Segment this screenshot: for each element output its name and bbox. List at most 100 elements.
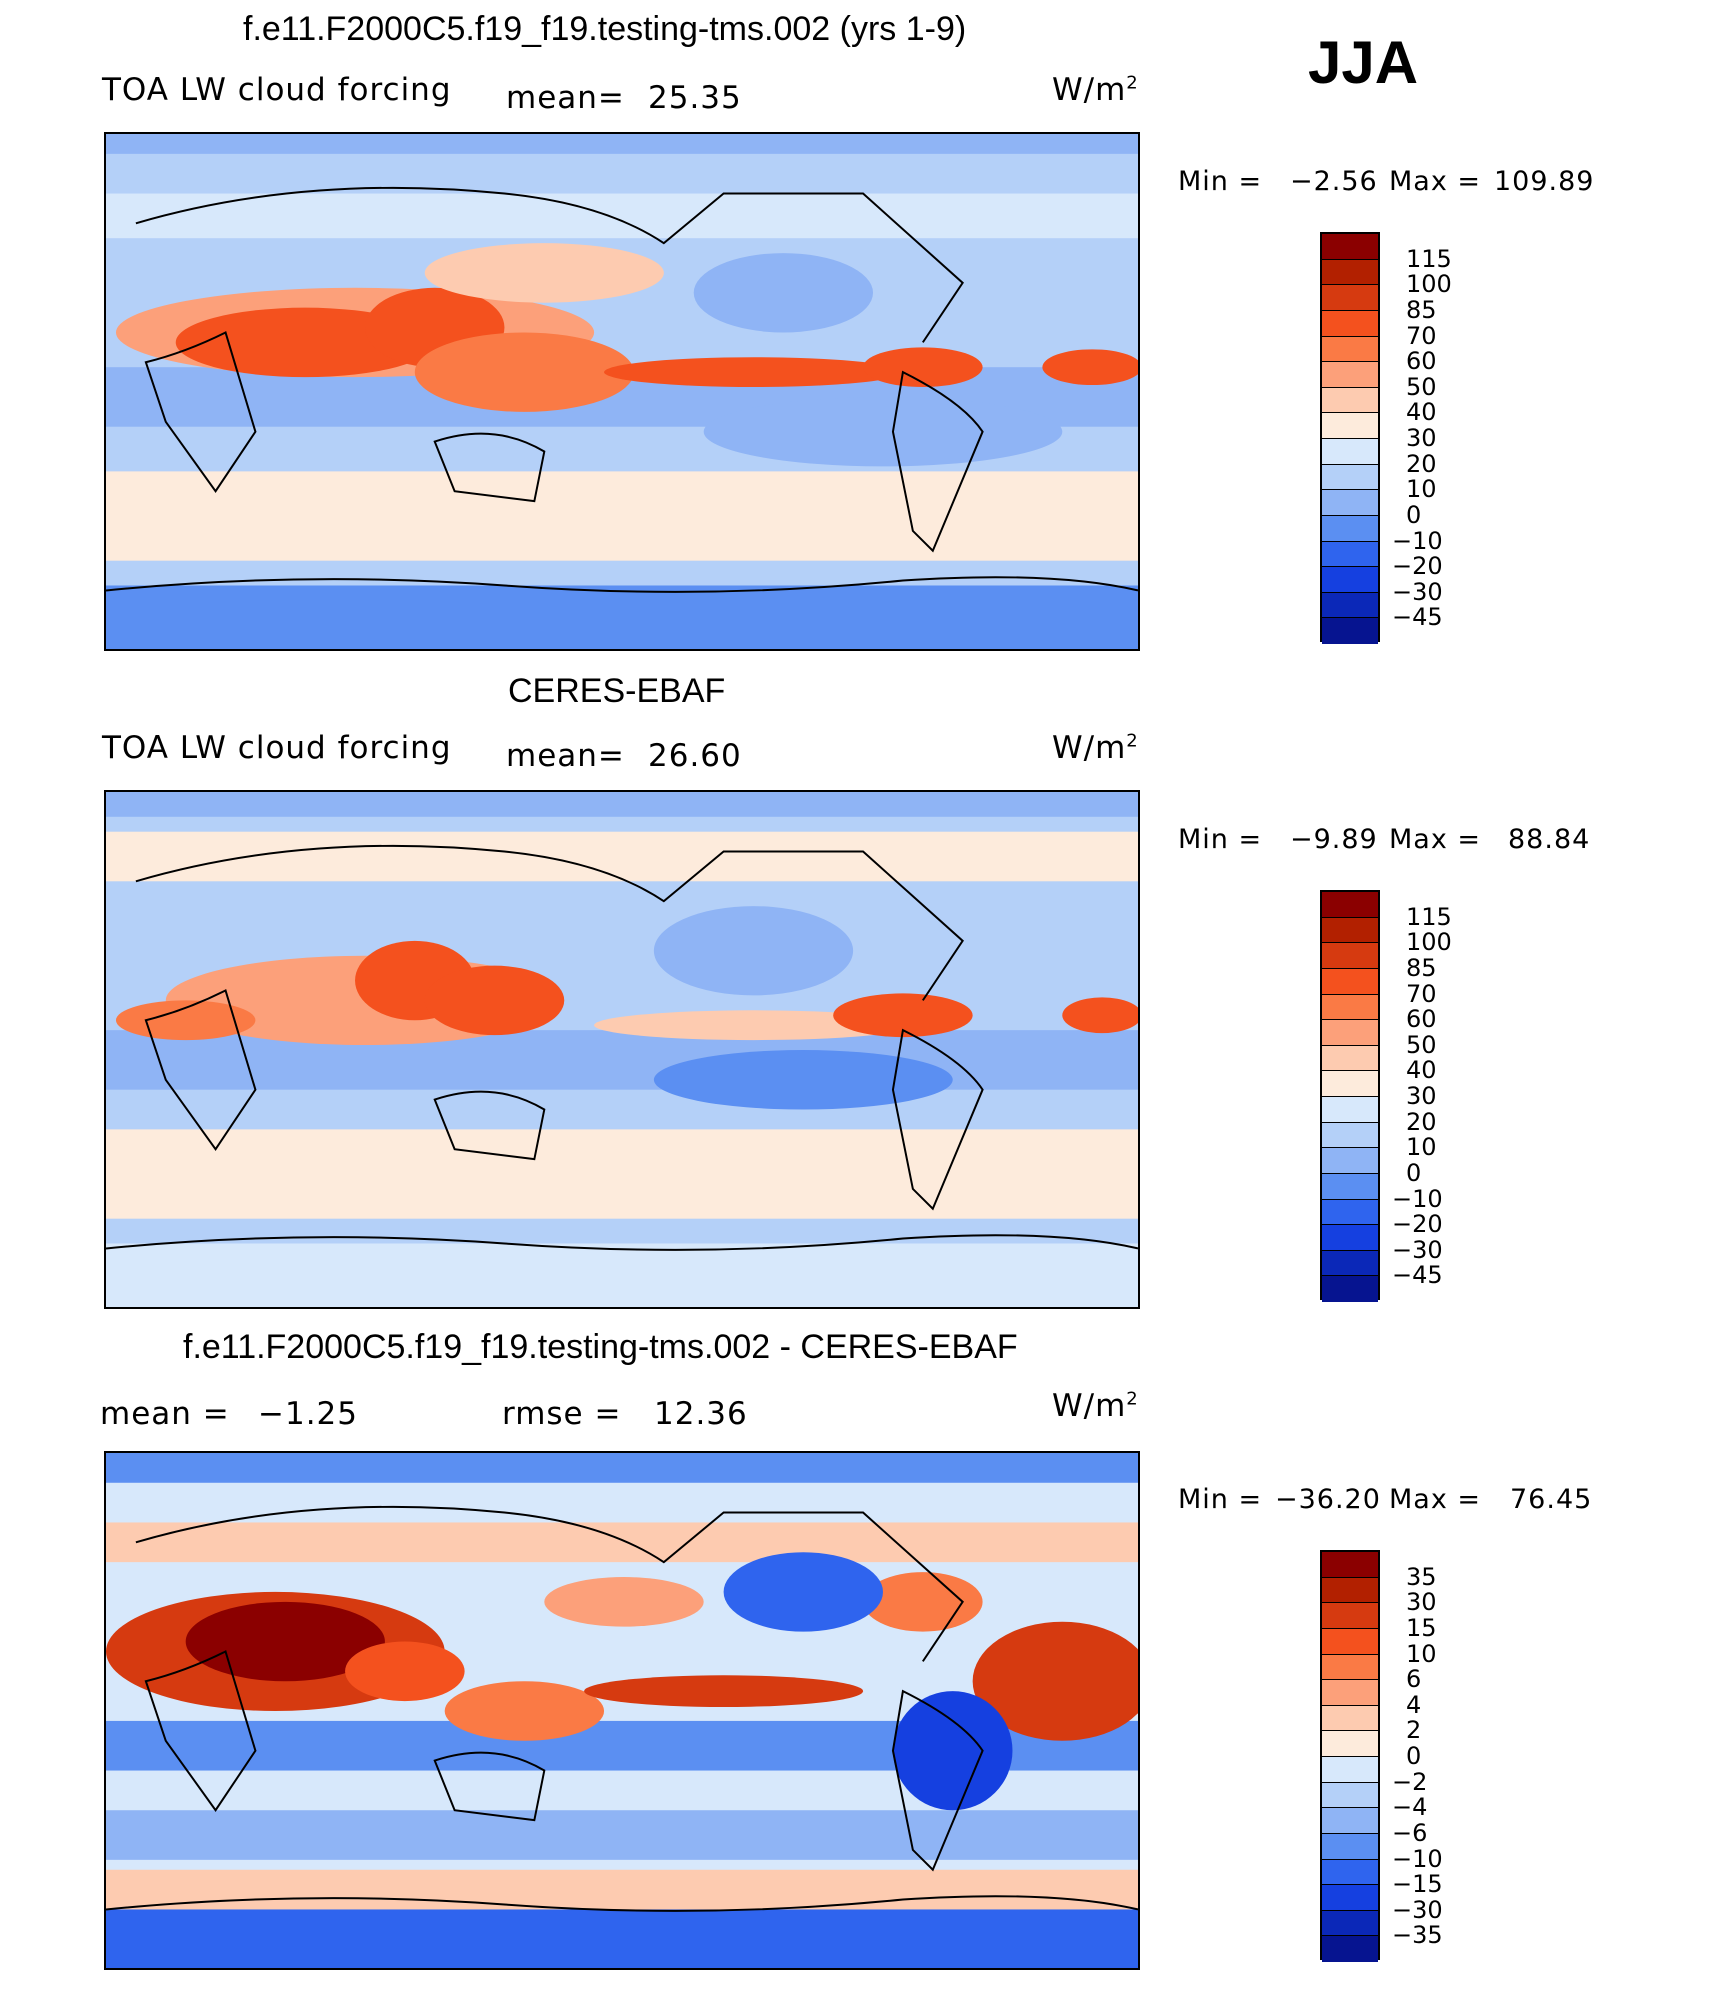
colorbar-tick-label: 100 [1406, 270, 1452, 299]
colorbar-tick-label: 85 [1406, 953, 1437, 982]
colorbar-tick-label: 40 [1406, 1056, 1437, 1085]
colorbar-segment [1322, 567, 1378, 593]
colorbar-segment [1322, 387, 1378, 414]
panel-3-mean-label: mean = [100, 1396, 230, 1432]
colorbar-tick-label: 50 [1406, 372, 1437, 401]
colorbar-tick-label: 40 [1406, 398, 1437, 427]
colorbar-segment [1322, 1276, 1378, 1302]
colorbar-segment [1322, 234, 1378, 260]
colorbar-tick-label: 20 [1406, 1107, 1437, 1136]
colorbar-tick-label: 115 [1406, 244, 1452, 273]
colorbar-tick-label: 100 [1406, 928, 1452, 957]
panel-3-colorbar [1320, 1550, 1380, 1962]
colorbar-segment [1322, 994, 1378, 1021]
colorbar-segment [1322, 892, 1378, 918]
panel-2-map [104, 790, 1140, 1309]
colorbar-tick-label: −35 [1392, 1921, 1443, 1950]
colorbar-segment [1322, 1199, 1378, 1226]
panel-3-min-value: −36.20 [1275, 1484, 1381, 1515]
panel-2-units: W/m2 [1052, 730, 1139, 766]
panel-2-max-label: Max = [1389, 824, 1482, 855]
colorbar-tick-label: −20 [1392, 1210, 1443, 1239]
colorbar-tick-label: 60 [1406, 347, 1437, 376]
panel-1-min-label: Min = [1178, 166, 1263, 197]
colorbar-tick-label: 60 [1406, 1005, 1437, 1034]
colorbar-segment [1322, 1936, 1378, 1962]
panel-3-max-label: Max = [1389, 1484, 1482, 1515]
colorbar-segment [1322, 1148, 1378, 1174]
colorbar-segment [1322, 439, 1378, 465]
colorbar-segment [1322, 1833, 1378, 1860]
colorbar-tick-label: −30 [1392, 1895, 1443, 1924]
colorbar-segment [1322, 1782, 1378, 1809]
colorbar-segment [1322, 1577, 1378, 1604]
panel-3-units: W/m2 [1052, 1388, 1139, 1424]
colorbar-tick-label: −2 [1392, 1767, 1428, 1796]
panel-1-units: W/m2 [1052, 72, 1139, 108]
colorbar-tick-label: −10 [1392, 526, 1443, 555]
colorbar-segment [1322, 1250, 1378, 1277]
colorbar-segment [1322, 917, 1378, 944]
colorbar-segment [1322, 943, 1378, 969]
colorbar-tick-label: −45 [1392, 603, 1443, 632]
season-label: JJA [1308, 29, 1419, 96]
panel-2-variable-label: TOA LW cloud forcing [102, 730, 452, 766]
colorbar-segment [1322, 464, 1378, 491]
colorbar-tick-label: 35 [1406, 1562, 1437, 1591]
panel-3-rmse-label: rmse = [502, 1396, 622, 1432]
colorbar-segment [1322, 541, 1378, 568]
colorbar-tick-label: −4 [1392, 1793, 1428, 1822]
colorbar-segment [1322, 1808, 1378, 1834]
panel-1-title: f.e11.F2000C5.f19_f19.testing-tms.002 (y… [243, 10, 967, 48]
colorbar-tick-label: −10 [1392, 1184, 1443, 1213]
panel-2-mean-label: mean= [506, 738, 625, 774]
colorbar-tick-label: −6 [1392, 1818, 1428, 1847]
panel-2-mean-value: 26.60 [648, 738, 742, 774]
colorbar-segment [1322, 1173, 1378, 1200]
panel-2-max-value: 88.84 [1508, 824, 1591, 855]
colorbar-segment [1322, 1731, 1378, 1757]
colorbar-tick-label: −30 [1392, 1235, 1443, 1264]
panel-1-max-value: 109.89 [1494, 166, 1595, 197]
colorbar-segment [1322, 413, 1378, 439]
colorbar-segment [1322, 1552, 1378, 1578]
colorbar-segment [1322, 1071, 1378, 1097]
colorbar-segment [1322, 285, 1378, 311]
panel-1-max-label: Max = [1389, 166, 1482, 197]
panel-1-variable-label: TOA LW cloud forcing [102, 72, 452, 108]
colorbar-segment [1322, 1705, 1378, 1732]
colorbar-segment [1322, 968, 1378, 995]
colorbar-segment [1322, 1885, 1378, 1911]
panel-1-mean-label: mean= [506, 80, 625, 116]
colorbar-tick-label: 10 [1406, 475, 1437, 504]
colorbar-segment [1322, 1020, 1378, 1046]
colorbar-tick-label: 20 [1406, 449, 1437, 478]
panel-1-mean-value: 25.35 [648, 80, 742, 116]
colorbar-tick-label: 4 [1406, 1690, 1422, 1719]
colorbar-segment [1322, 1045, 1378, 1072]
colorbar-tick-label: 0 [1406, 500, 1422, 529]
colorbar-tick-label: 70 [1406, 979, 1437, 1008]
panel-2-min-label: Min = [1178, 824, 1263, 855]
colorbar-segment [1322, 1122, 1378, 1149]
colorbar-segment [1322, 1628, 1378, 1655]
colorbar-segment [1322, 310, 1378, 337]
panel-3-rmse-value: 12.36 [654, 1396, 748, 1432]
colorbar-tick-label: −15 [1392, 1870, 1443, 1899]
colorbar-segment [1322, 362, 1378, 388]
colorbar-tick-label: 0 [1406, 1158, 1422, 1187]
colorbar-tick-label: 6 [1406, 1665, 1422, 1694]
panel-3-map [104, 1451, 1140, 1970]
colorbar-tick-label: −20 [1392, 552, 1443, 581]
colorbar-tick-label: −45 [1392, 1261, 1443, 1290]
colorbar-tick-label: 2 [1406, 1716, 1422, 1745]
colorbar-tick-label: 10 [1406, 1133, 1437, 1162]
colorbar-tick-label: −30 [1392, 577, 1443, 606]
colorbar-segment [1322, 1225, 1378, 1251]
panel-1-min-value: −2.56 [1290, 166, 1378, 197]
colorbar-tick-label: 15 [1406, 1613, 1437, 1642]
panel-2-title: CERES-EBAF [508, 672, 726, 710]
colorbar-tick-label: 115 [1406, 902, 1452, 931]
panel-3-min-label: Min = [1178, 1484, 1263, 1515]
colorbar-segment [1322, 1603, 1378, 1629]
